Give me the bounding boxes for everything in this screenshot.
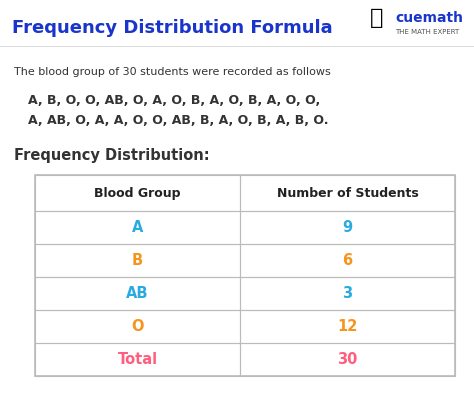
- Bar: [240, 343, 455, 376]
- Text: 9: 9: [342, 220, 353, 235]
- Bar: [35, 211, 240, 244]
- Text: Blood Group: Blood Group: [94, 187, 181, 199]
- Text: 🚀: 🚀: [370, 8, 383, 28]
- Text: 6: 6: [342, 253, 353, 268]
- Text: A: A: [132, 220, 143, 235]
- Text: cuemath: cuemath: [395, 11, 463, 25]
- Bar: [240, 175, 455, 211]
- Bar: [35, 343, 240, 376]
- Text: Number of Students: Number of Students: [277, 187, 419, 199]
- Bar: [35, 310, 240, 343]
- Text: THE MATH EXPERT: THE MATH EXPERT: [395, 29, 459, 35]
- Bar: [240, 244, 455, 277]
- Text: The blood group of 30 students were recorded as follows: The blood group of 30 students were reco…: [14, 67, 331, 77]
- Text: Frequency Distribution:: Frequency Distribution:: [14, 148, 210, 162]
- Bar: [240, 211, 455, 244]
- Text: A, AB, O, A, A, O, O, AB, B, A, O, B, A, B, O.: A, AB, O, A, A, O, O, AB, B, A, O, B, A,…: [28, 113, 328, 127]
- Text: O: O: [131, 319, 144, 334]
- Text: 30: 30: [337, 352, 358, 367]
- Text: 12: 12: [337, 319, 358, 334]
- Text: Total: Total: [118, 352, 157, 367]
- Text: 3: 3: [342, 286, 353, 301]
- Bar: [35, 277, 240, 310]
- Bar: [35, 175, 240, 211]
- Text: AB: AB: [126, 286, 149, 301]
- Text: A, B, O, O, AB, O, A, O, B, A, O, B, A, O, O,: A, B, O, O, AB, O, A, O, B, A, O, B, A, …: [28, 93, 320, 106]
- Bar: [240, 277, 455, 310]
- Text: B: B: [132, 253, 143, 268]
- Text: Frequency Distribution Formula: Frequency Distribution Formula: [12, 19, 333, 37]
- Bar: [35, 244, 240, 277]
- Bar: [240, 310, 455, 343]
- Bar: [35, 175, 455, 376]
